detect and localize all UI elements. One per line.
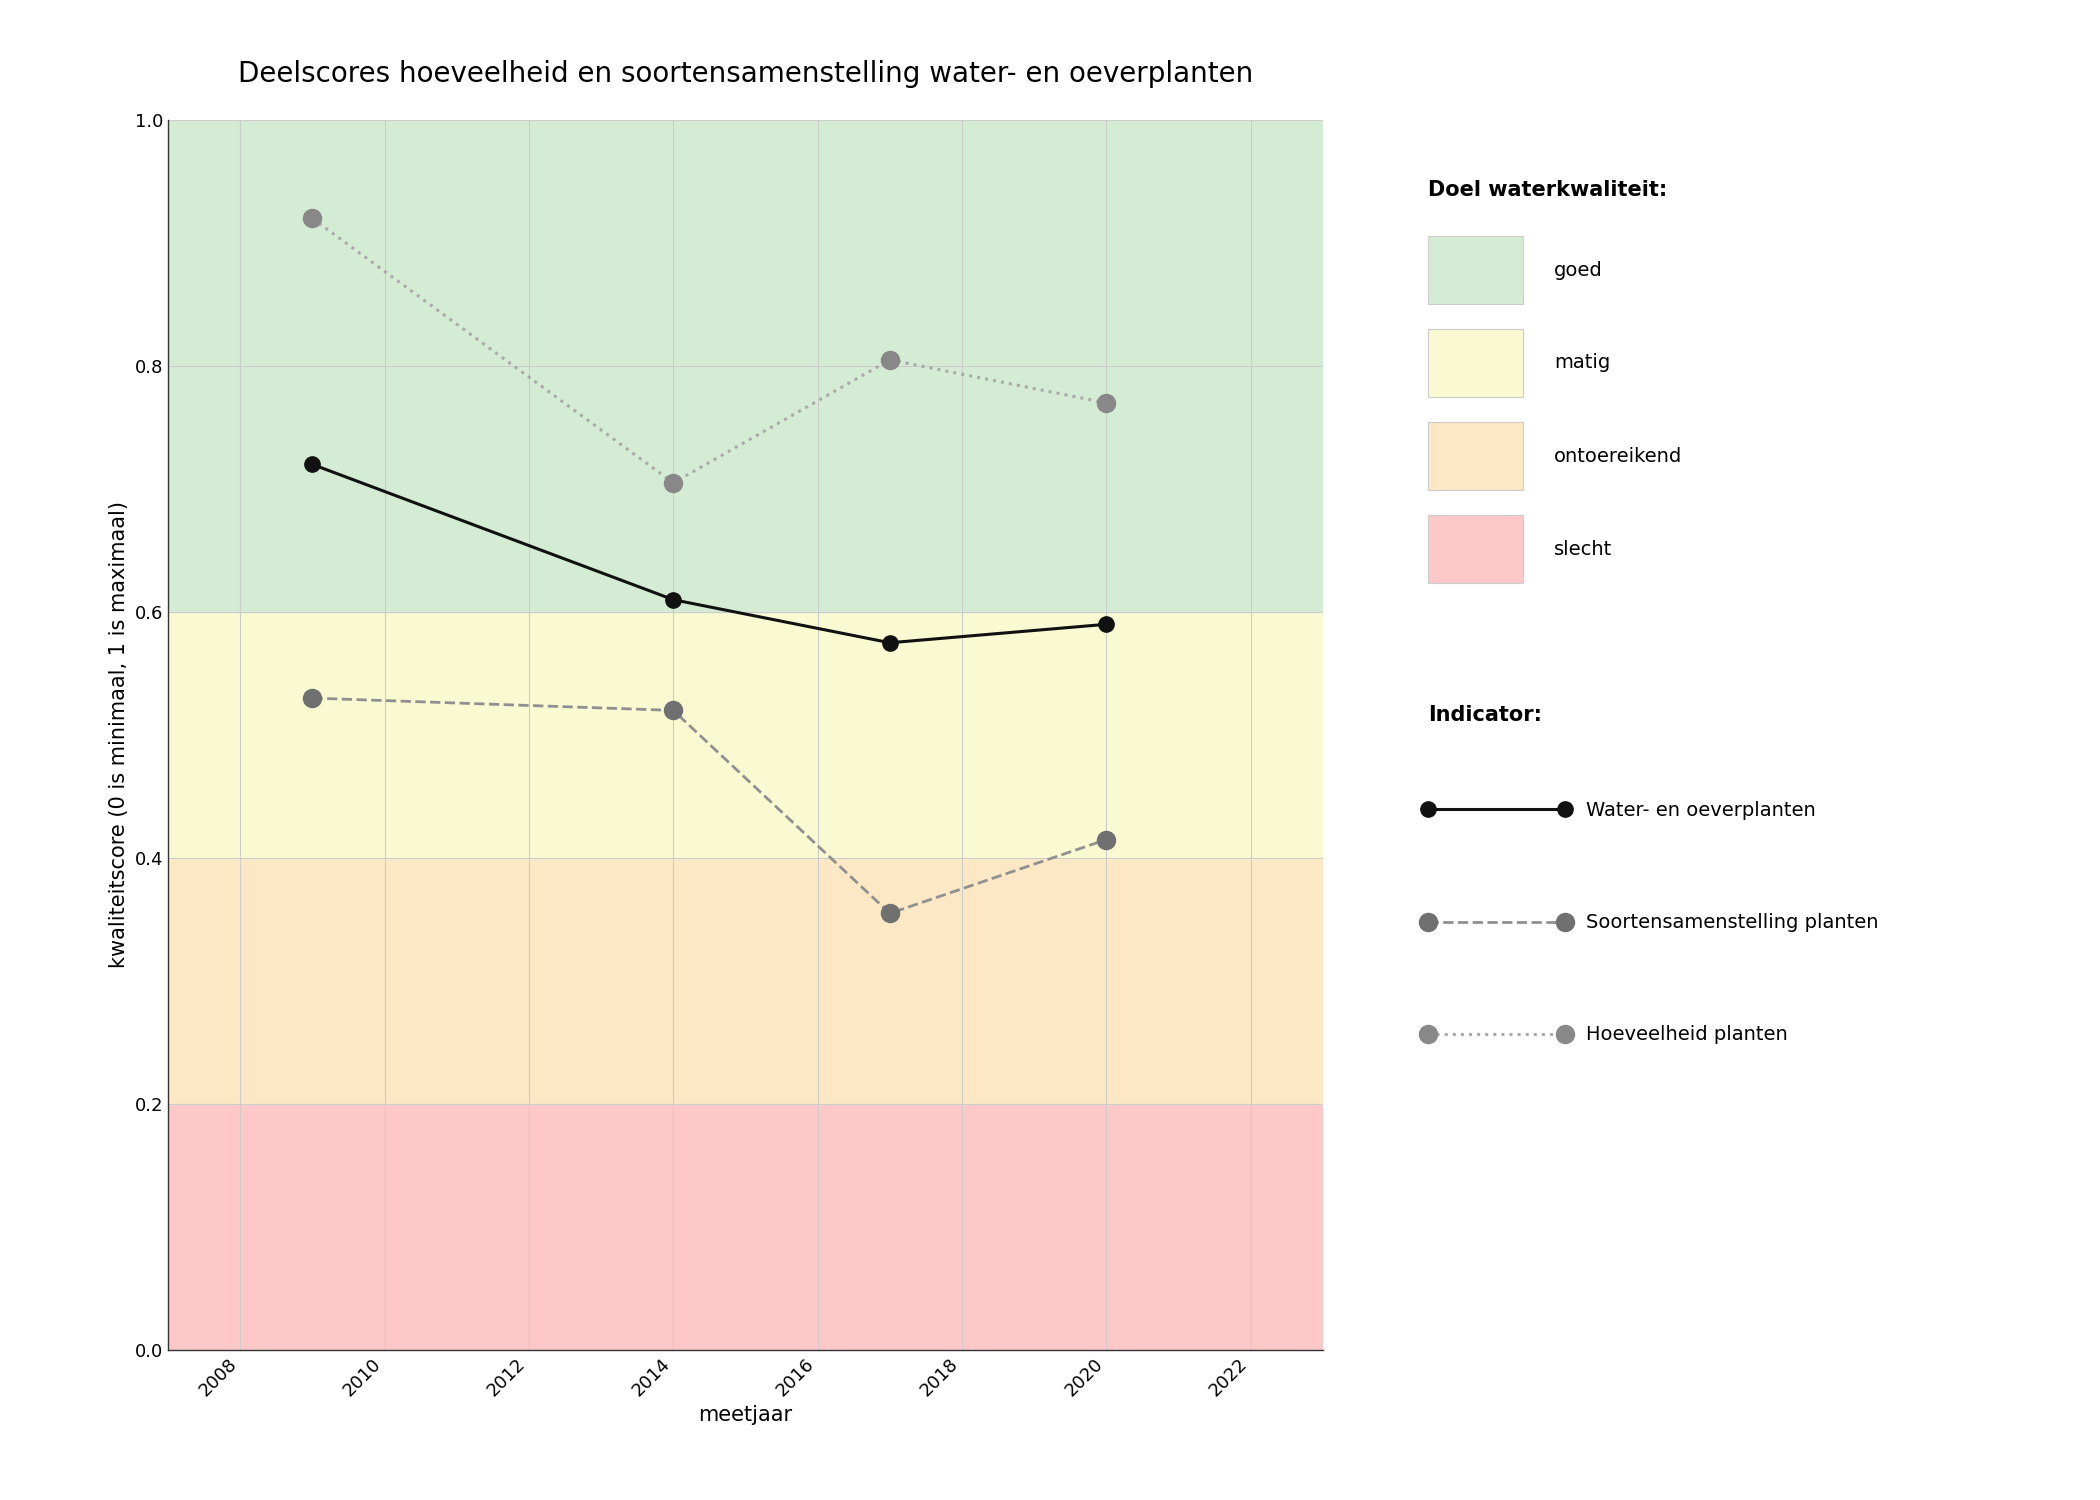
Text: Indicator:: Indicator:: [1428, 705, 1541, 724]
Text: slecht: slecht: [1554, 540, 1613, 558]
Text: Doel waterkwaliteit:: Doel waterkwaliteit:: [1428, 180, 1667, 200]
Text: Hoeveelheid planten: Hoeveelheid planten: [1586, 1026, 1787, 1044]
Text: Soortensamenstelling planten: Soortensamenstelling planten: [1586, 914, 1877, 932]
X-axis label: meetjaar: meetjaar: [699, 1406, 792, 1425]
Text: goed: goed: [1554, 261, 1602, 279]
Y-axis label: kwaliteitscore (0 is minimaal, 1 is maximaal): kwaliteitscore (0 is minimaal, 1 is maxi…: [109, 501, 128, 969]
Text: Water- en oeverplanten: Water- en oeverplanten: [1586, 801, 1814, 819]
Text: Deelscores hoeveelheid en soortensamenstelling water- en oeverplanten: Deelscores hoeveelheid en soortensamenst…: [237, 60, 1254, 88]
Text: matig: matig: [1554, 354, 1611, 372]
Bar: [168, 858, 1323, 1104]
Text: ontoereikend: ontoereikend: [1554, 447, 1682, 465]
Bar: [168, 120, 1323, 612]
Bar: [168, 612, 1323, 858]
Bar: [168, 1104, 1323, 1350]
